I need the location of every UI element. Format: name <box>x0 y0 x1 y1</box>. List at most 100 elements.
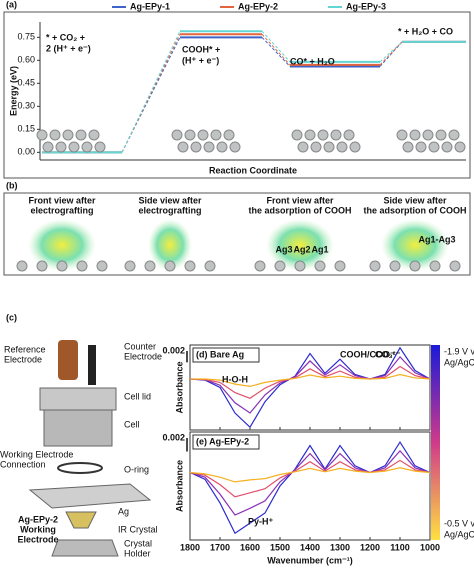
label: Front view after <box>28 195 96 205</box>
label: the adsorption of COOH <box>249 205 352 215</box>
label: Side view after <box>138 195 202 205</box>
x-tick-label: 1600 <box>240 542 260 552</box>
panel-title: (e) Ag-EPy-2 <box>196 436 249 446</box>
spectrum <box>190 373 431 388</box>
ag-atom <box>62 129 74 141</box>
ag-atom <box>317 129 329 141</box>
ag-atom <box>36 129 48 141</box>
ag-atom <box>336 141 348 153</box>
panel-title: (d) Bare Ag <box>196 349 244 359</box>
ag-atom <box>177 141 189 153</box>
label: Crystal <box>124 538 152 548</box>
y-tick-label: 0.00 <box>17 147 35 157</box>
label: Ag-EPy-2 <box>18 514 58 524</box>
x-tick-label: 1200 <box>360 542 380 552</box>
connector <box>261 30 291 63</box>
legend-label: Ag-EPy-2 <box>238 1 278 11</box>
ag-atom <box>402 141 414 153</box>
ag-atom <box>49 129 61 141</box>
ag-atom <box>75 129 87 141</box>
y-tick-label: 0.15 <box>17 124 35 134</box>
ag-atom <box>330 129 342 141</box>
ag-atom <box>55 141 67 153</box>
label: -1.9 V vs. <box>444 346 474 356</box>
ag-atom <box>16 260 28 272</box>
panel-a-frame <box>3 11 471 179</box>
ag-atom <box>88 129 100 141</box>
ag-atom <box>429 260 441 272</box>
ag-atom <box>42 141 54 153</box>
y-tick-label: 0.60 <box>17 55 35 65</box>
label: Connection <box>0 459 46 469</box>
ag-atom <box>164 260 176 272</box>
ag-atom <box>36 260 48 272</box>
ag-atom <box>415 141 427 153</box>
connector <box>379 41 403 66</box>
label: Cell lid <box>124 391 151 401</box>
x-tick-label: 1500 <box>270 542 290 552</box>
ag-atom <box>96 260 108 272</box>
ag-atom <box>334 260 346 272</box>
label: Side view after <box>383 195 447 205</box>
ag-atom <box>294 260 306 272</box>
label: Electrode <box>4 354 42 364</box>
spectrum <box>189 346 431 429</box>
label: (H⁺ + e⁻) <box>182 55 219 65</box>
title-box <box>192 434 260 450</box>
cell-drawing <box>28 340 152 557</box>
ag-atoms <box>16 260 461 272</box>
label: the adsorption of COOH <box>364 205 467 215</box>
ag-atom <box>171 129 183 141</box>
label: Counter <box>124 341 156 351</box>
spectrum <box>189 355 431 414</box>
panel-b-structures <box>28 219 449 271</box>
spectrum <box>189 467 431 483</box>
x-axis-label: Reaction Coordinate <box>209 165 297 175</box>
x-tick-label: 1000 <box>420 542 440 552</box>
ag-atom <box>68 141 80 153</box>
ag-atom <box>81 141 93 153</box>
annotation: CO₃²⁻ <box>375 349 401 359</box>
label: -0.5 V vs. <box>444 518 474 528</box>
label: Electrode <box>17 534 58 544</box>
label: Working <box>20 524 56 534</box>
label: 2 (H⁺ + e⁻) <box>46 43 91 53</box>
y-axis-label: Absorbance <box>174 361 184 413</box>
atom-label: Ag2 <box>293 244 310 254</box>
label: * + H₂O + CO <box>398 26 453 36</box>
spectrum <box>189 449 431 516</box>
ag-atom <box>197 129 209 141</box>
ag-atom <box>428 141 440 153</box>
ag-atom <box>190 141 202 153</box>
ag-atom <box>56 260 68 272</box>
label: Reference <box>4 344 46 354</box>
ag-atom <box>448 129 460 141</box>
label: Ag/AgCl <box>444 357 474 367</box>
ag-atom <box>76 260 88 272</box>
ag-atom <box>422 129 434 141</box>
label: O-ring <box>124 464 149 474</box>
ag-atom <box>229 141 241 153</box>
annotation: Py-H⁺ <box>248 516 274 526</box>
atom-label: Ag3 <box>275 244 292 254</box>
label: IR Crystal <box>118 524 158 534</box>
annotation: H-O-H <box>222 374 248 384</box>
ag-atom <box>441 141 453 153</box>
label: Ag <box>118 506 129 516</box>
label: Electrode <box>124 351 162 361</box>
ag-atom <box>124 260 136 272</box>
ag-atom <box>94 141 106 153</box>
ag-atom <box>274 260 286 272</box>
title-box <box>192 347 260 363</box>
x-axis-label: Wavenumber (cm⁻¹) <box>267 555 352 565</box>
ag-atom <box>184 129 196 141</box>
ag-atom <box>203 141 215 153</box>
atom-label: Ag1-Ag3 <box>418 234 455 244</box>
ag-atom <box>343 129 355 141</box>
ag-atom <box>314 260 326 272</box>
ag-atom <box>223 129 235 141</box>
y-tick-label: 0.45 <box>17 78 35 88</box>
label: * + CO₂ + <box>46 32 85 42</box>
panel-label: (c) <box>6 312 17 322</box>
